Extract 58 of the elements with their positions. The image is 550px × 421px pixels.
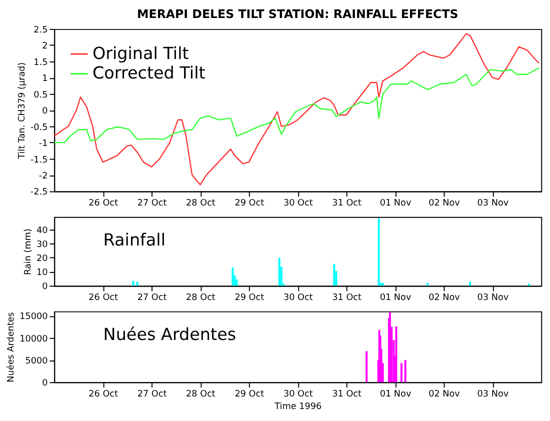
x-tick-label: 26 Oct (88, 198, 119, 209)
line-series (54, 33, 540, 186)
y-tick-label: -0.5 (30, 122, 48, 133)
x-tick-label: 28 Oct (186, 389, 216, 400)
y-tick-label: 0 (42, 106, 48, 117)
y-tick-label: 1.5 (34, 58, 48, 68)
x-tick-label: 29 Oct (234, 198, 265, 209)
y-tick-label: -1 (38, 139, 48, 150)
y-tick-label: -2 (38, 171, 48, 182)
x-tick-label: 30 Oct (283, 293, 314, 304)
x-tick-label: 31 Oct (332, 198, 362, 209)
x-tick-label: 27 Oct (137, 293, 168, 304)
y-tick-label: 30 (36, 240, 48, 250)
y-tick-label: 5000 (25, 356, 48, 366)
y-tick-label: -1.5 (30, 155, 48, 166)
annotation: Rainfall (103, 229, 166, 250)
line-series (54, 67, 540, 144)
y-tick-label: 40 (36, 226, 48, 236)
x-tick-label: 26 Oct (88, 293, 119, 304)
x-tick-label: 03 Nov (477, 293, 509, 304)
x-tick-label: 26 Oct (88, 389, 119, 400)
chart-title: MERAPI DELES TILT STATION: RAINFALL EFFECTS (137, 7, 458, 22)
y-tick-label: 10000 (20, 334, 48, 344)
y-tick-label: 2.5 (34, 25, 48, 36)
x-tick-label: 29 Oct (234, 293, 265, 304)
x-tick-label: 29 Oct (234, 389, 265, 400)
y-tick-label: 20 (36, 254, 48, 264)
y-tick-label: -2.5 (30, 188, 48, 198)
x-tick-label: 03 Nov (477, 198, 509, 209)
x-tick-label: 27 Oct (137, 198, 168, 209)
y-axis-title: Nuées Ardentes (6, 312, 17, 382)
y-tick-label: 15000 (20, 312, 48, 322)
y-axis-title: Tilt Tan. CH379 (µrad) (18, 62, 28, 160)
y-tick-label: 10 (36, 268, 48, 278)
x-tick-label: 31 Oct (332, 293, 362, 304)
x-tick-label: 30 Oct (283, 389, 314, 400)
x-tick-label: 27 Oct (137, 389, 168, 400)
x-tick-label: 28 Oct (186, 293, 216, 304)
x-tick-label: 01 Nov (380, 389, 412, 400)
x-tick-label: 28 Oct (186, 198, 216, 209)
x-tick-label: 02 Nov (428, 293, 460, 304)
annotation: Nuées Ardentes (103, 324, 236, 344)
x-tick-label: 02 Nov (428, 198, 460, 209)
y-tick-label: 0 (42, 282, 48, 292)
y-tick-label: 2 (42, 42, 48, 52)
legend-label: Original Tilt (92, 42, 190, 63)
x-tick-label: 01 Nov (380, 293, 412, 304)
x-axis-title: Time 1996 (274, 402, 322, 412)
legend-label: Corrected Tilt (92, 62, 206, 83)
x-tick-label: 03 Nov (477, 389, 509, 400)
y-tick-label: 1 (42, 74, 48, 84)
y-tick-label: 0.5 (34, 90, 48, 100)
y-axis-title: Rain (mm) (24, 228, 34, 275)
x-tick-label: 02 Nov (428, 389, 460, 400)
x-tick-label: 30 Oct (283, 198, 314, 209)
x-tick-label: 31 Oct (332, 389, 362, 400)
x-tick-label: 01 Nov (380, 198, 412, 209)
y-tick-label: 0 (42, 378, 48, 389)
